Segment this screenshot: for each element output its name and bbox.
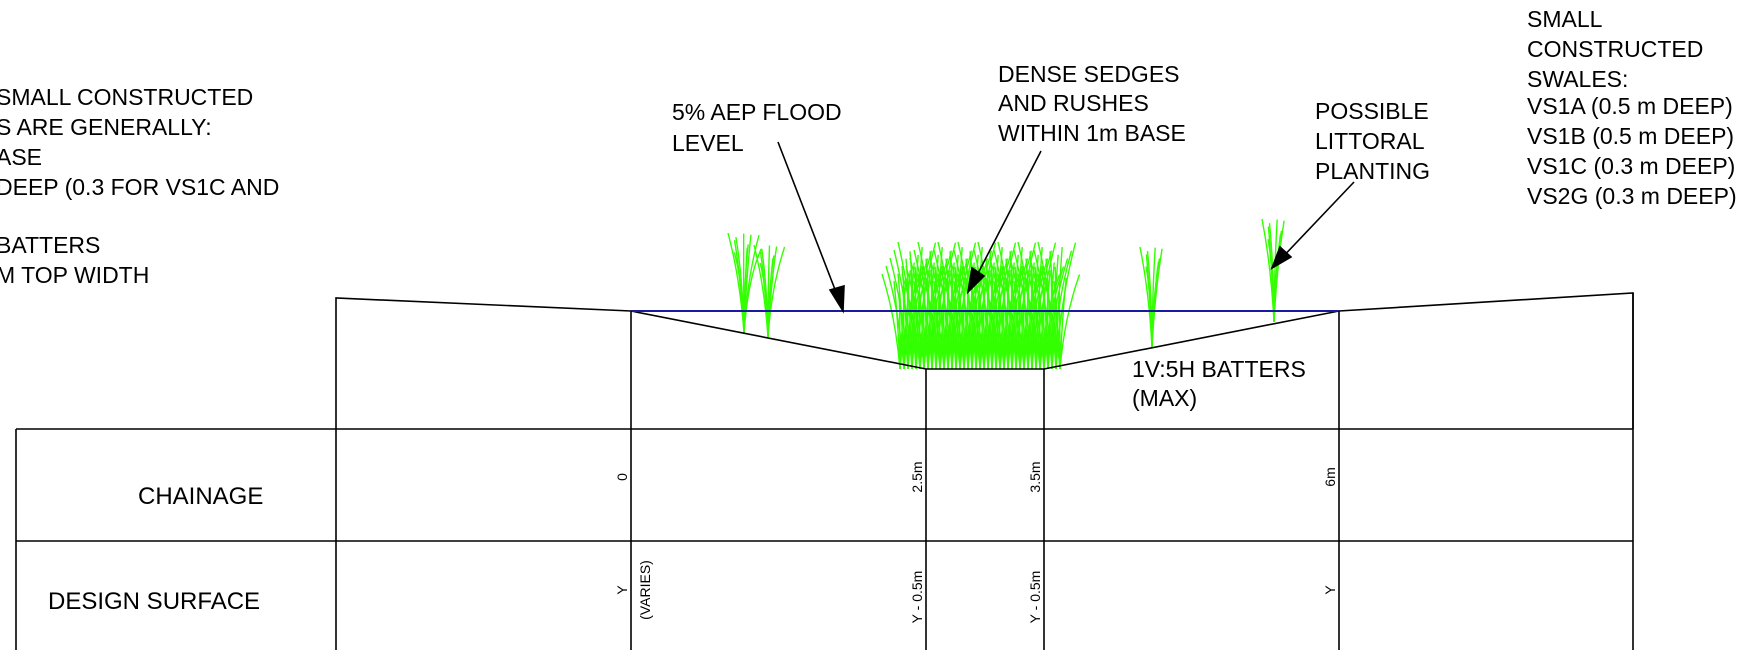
littoral-plant-1 [1139, 246, 1163, 348]
right-notes: SMALL CONSTRUCTED SWALES: VS1A (0.5 m DE… [1527, 6, 1737, 209]
design-surface-varies: (VARIES) [637, 560, 653, 620]
left-note-line-6: BATTERS [0, 232, 100, 258]
sedges-leader-arrowhead [966, 266, 986, 295]
right-note-line-2: CONSTRUCTED [1527, 36, 1703, 62]
sedge-clump [1041, 273, 1081, 370]
grass-blade [1055, 242, 1077, 370]
left-grass-clump-2 [753, 244, 786, 338]
grass-blade [743, 248, 762, 334]
flood-leader-arrowhead [828, 284, 845, 314]
callout-flood-level: 5% AEP FLOOD LEVEL [672, 99, 842, 156]
flood-level-line-2: LEVEL [672, 130, 744, 156]
design-surface-value-0: Y [614, 585, 630, 595]
littoral-leader-line [1276, 181, 1355, 264]
batters-line-2: (MAX) [1132, 385, 1197, 411]
right-note-line-3: SWALES: [1527, 66, 1628, 92]
row-label-design-surface: DESIGN SURFACE [48, 588, 260, 615]
sedges-line-1: DENSE SEDGES [998, 61, 1180, 87]
design-surface-value-3-5: Y - 0.5m [1027, 571, 1043, 624]
chainage-value-0: 0 [614, 473, 630, 481]
left-notes: SMALL CONSTRUCTED S ARE GENERALLY: ASE D… [0, 84, 279, 288]
sedges-line-2: AND RUSHES [998, 90, 1149, 116]
left-note-line-1: SMALL CONSTRUCTED [0, 84, 253, 110]
profile-linework [335, 292, 1634, 429]
flood-level-line-1: 5% AEP FLOOD [672, 99, 842, 125]
data-table [15, 293, 1634, 650]
grass-blade [767, 246, 786, 338]
grass-blade [1151, 248, 1163, 348]
left-note-line-4: DEEP (0.3 FOR VS1C AND [0, 174, 279, 200]
design-surface-value-6: Y [1322, 585, 1338, 595]
row-label-chainage: CHAINAGE [138, 483, 263, 510]
left-grass-clump-1 [727, 232, 762, 334]
right-note-line-5: VS1B (0.5 m DEEP) [1527, 123, 1734, 149]
littoral-line-3: PLANTING [1315, 158, 1430, 184]
chainage-value-6: 6m [1322, 467, 1338, 486]
left-note-line-7: M TOP WIDTH [0, 262, 149, 288]
chainage-value-3-5: 3.5m [1027, 461, 1043, 492]
littoral-line-1: POSSIBLE [1315, 98, 1429, 124]
leaders [777, 141, 1355, 314]
sedges-leader-line [971, 150, 1042, 286]
littoral-leader-arrowhead [1270, 245, 1293, 270]
right-note-line-7: VS2G (0.3 m DEEP) [1527, 183, 1737, 209]
right-note-line-4: VS1A (0.5 m DEEP) [1527, 93, 1733, 119]
littoral-line-2: LITTORAL [1315, 128, 1425, 154]
callout-batters: 1V:5H BATTERS (MAX) [1132, 356, 1306, 411]
left-note-line-3: ASE [0, 144, 42, 170]
right-note-line-1: SMALL [1527, 6, 1603, 32]
design-surface-value-2-5: Y - 0.5m [909, 571, 925, 624]
callout-littoral: POSSIBLE LITTORAL PLANTING [1315, 98, 1430, 184]
grass-blade [1059, 274, 1081, 370]
chainage-value-2-5: 2.5m [909, 461, 925, 492]
sedges-line-3: WITHIN 1m BASE [998, 120, 1186, 146]
batters-line-1: 1V:5H BATTERS [1132, 356, 1306, 382]
flood-leader-line [777, 141, 842, 306]
left-note-line-2: S ARE GENERALLY: [0, 114, 212, 140]
right-note-line-6: VS1C (0.3 m DEEP) [1527, 153, 1735, 179]
callout-sedges: DENSE SEDGES AND RUSHES WITHIN 1m BASE [998, 61, 1186, 146]
vegetation-group [727, 218, 1285, 370]
littoral-plant-2 [1261, 218, 1285, 323]
ground-profile [335, 292, 1634, 429]
